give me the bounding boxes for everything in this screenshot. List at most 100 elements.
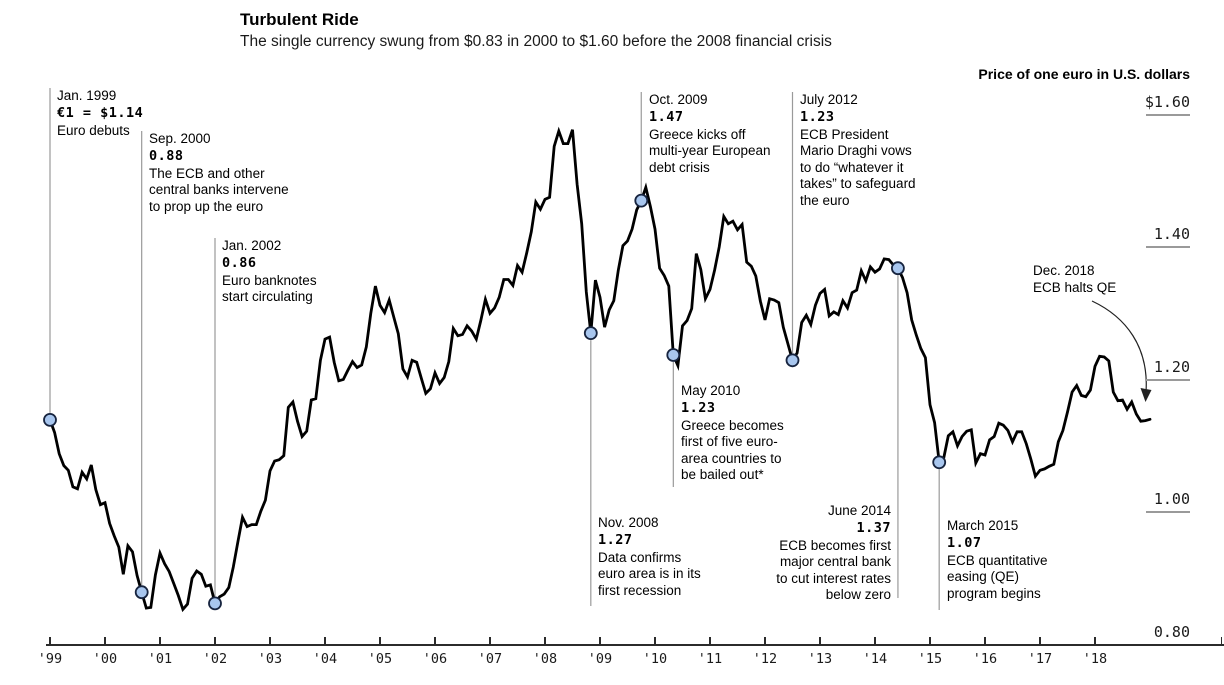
annotation-oct-2009: Oct. 2009 1.47 Greece kicks off multi-ye… xyxy=(649,92,771,176)
annotation-date: Jan. 1999 xyxy=(57,88,117,103)
annotation-date: Jan. 2002 xyxy=(222,238,282,253)
annotation-value: 1.47 xyxy=(649,109,684,125)
x-tick-label: '10 xyxy=(642,651,668,667)
annotation-value: 1.23 xyxy=(681,400,716,416)
event-marker xyxy=(785,353,800,368)
y-tick-mark xyxy=(1146,113,1190,116)
annotation-description: Greece kicks off multi-year European deb… xyxy=(649,126,771,175)
y-tick-mark xyxy=(1146,511,1190,513)
annotation-value: 0.88 xyxy=(149,148,184,164)
event-marker xyxy=(634,193,649,208)
annotation-date: May 2010 xyxy=(681,383,741,398)
x-tick-mark xyxy=(49,637,51,645)
event-marker xyxy=(134,585,149,600)
annotation-description: Data confirms euro area is in its first … xyxy=(598,549,701,598)
annotation-dec-2018: Dec. 2018 ECB halts QE xyxy=(1033,263,1116,296)
x-tick-label: '17 xyxy=(1027,651,1053,667)
annotation-date: Nov. 2008 xyxy=(598,515,659,530)
x-tick-mark xyxy=(379,637,381,645)
annotation-value: 0.86 xyxy=(222,255,257,271)
annotation-date: March 2015 xyxy=(947,518,1019,533)
annotation-date: July 2012 xyxy=(800,92,858,107)
annotation-jan-2002: Jan. 2002 0.86 Euro banknotes start circ… xyxy=(222,238,317,306)
x-axis-end-tick xyxy=(1221,637,1223,645)
dec-2018-arrow xyxy=(1091,300,1147,393)
event-marker xyxy=(208,596,222,611)
annotation-march-2015: March 2015 1.07 ECB quantitative easing … xyxy=(947,518,1048,602)
annotation-date: June 2014 xyxy=(827,503,891,518)
x-tick-mark xyxy=(984,637,986,645)
dec-2018-arrowhead xyxy=(1140,388,1152,402)
y-tick-label: 1.20 xyxy=(1153,357,1190,376)
x-tick-mark xyxy=(1039,637,1041,645)
annotation-date: Sep. 2000 xyxy=(149,131,211,146)
x-tick-mark xyxy=(434,637,436,645)
event-marker xyxy=(891,261,905,276)
annotation-value: 1.27 xyxy=(598,532,633,548)
x-tick-label: '08 xyxy=(532,651,558,667)
x-tick-mark xyxy=(489,637,491,645)
x-tick-label: '04 xyxy=(312,651,338,667)
y-tick-label: 1.00 xyxy=(1153,490,1190,508)
y-tick-label: $1.60 xyxy=(1144,92,1190,111)
chart-subtitle: The single currency swung from $0.83 in … xyxy=(240,33,832,50)
x-axis-baseline xyxy=(46,644,1224,646)
x-tick-label: '00 xyxy=(92,651,118,667)
y-tick-label: 0.80 xyxy=(1153,622,1190,641)
annotation-jan-1999: Jan. 1999 €1 = $1.14 Euro debuts xyxy=(57,88,143,139)
x-tick-label: '12 xyxy=(752,651,778,667)
x-tick-mark xyxy=(654,637,656,645)
annotation-description: ECB becomes first major central bank to … xyxy=(776,537,891,603)
x-tick-label: '09 xyxy=(587,651,613,667)
x-tick-mark xyxy=(764,637,766,645)
x-tick-label: '07 xyxy=(477,651,503,667)
x-tick-label: '13 xyxy=(807,651,833,667)
x-tick-mark xyxy=(1094,637,1096,645)
y-tick-mark xyxy=(1146,378,1190,381)
x-tick-label: '14 xyxy=(862,651,888,667)
y-tick-label: 1.40 xyxy=(1153,225,1190,243)
x-tick-mark xyxy=(929,637,931,645)
event-marker xyxy=(666,348,681,362)
x-tick-label: '99 xyxy=(37,651,63,667)
x-tick-mark xyxy=(104,637,106,645)
x-tick-mark xyxy=(214,637,216,645)
event-marker xyxy=(932,455,947,470)
annotation-value: €1 = $1.14 xyxy=(57,105,144,121)
x-tick-mark xyxy=(819,637,821,645)
annotation-value: 1.07 xyxy=(947,535,982,551)
annotation-nov-2008: Nov. 2008 1.27 Data confirms euro area i… xyxy=(598,515,701,599)
x-tick-label: '11 xyxy=(697,651,723,667)
x-tick-mark xyxy=(874,637,876,645)
annotation-date: Oct. 2009 xyxy=(649,92,708,107)
annotation-june-2014: June 2014 1.37 ECB becomes first major c… xyxy=(711,503,891,604)
x-tick-label: '16 xyxy=(972,651,998,667)
x-tick-mark xyxy=(544,637,546,645)
annotation-sep-2000: Sep. 2000 0.88 The ECB and other central… xyxy=(149,131,289,215)
annotation-description: Greece becomes first of five euro- area … xyxy=(681,417,784,483)
x-tick-mark xyxy=(269,637,271,645)
x-tick-mark xyxy=(599,637,601,645)
x-tick-label: '06 xyxy=(422,651,448,667)
annotation-description: The ECB and other central banks interven… xyxy=(149,165,289,214)
annotation-july-2012: July 2012 1.23 ECB President Mario Dragh… xyxy=(800,92,916,209)
y-axis-title: Price of one euro in U.S. dollars xyxy=(978,66,1190,82)
annotation-description: ECB halts QE xyxy=(1033,279,1117,295)
annotation-description: ECB President Mario Draghi vows to do “w… xyxy=(800,126,916,208)
annotation-may-2010: May 2010 1.23 Greece becomes first of fi… xyxy=(681,383,784,484)
chart-title: Turbulent Ride xyxy=(240,10,359,29)
eur-usd-line xyxy=(48,126,1152,613)
x-tick-label: '02 xyxy=(202,651,228,667)
event-marker xyxy=(43,412,57,427)
x-tick-mark xyxy=(324,637,326,645)
annotation-description: Euro banknotes start circulating xyxy=(222,272,317,305)
x-tick-label: '15 xyxy=(917,651,943,667)
annotation-value: 1.23 xyxy=(800,109,835,125)
x-tick-label: '05 xyxy=(367,651,393,667)
event-marker xyxy=(583,326,598,341)
annotation-value: 1.37 xyxy=(856,520,891,536)
annotation-date: Dec. 2018 xyxy=(1033,263,1095,278)
x-tick-label: '01 xyxy=(147,651,173,667)
x-tick-label: '18 xyxy=(1082,651,1108,667)
